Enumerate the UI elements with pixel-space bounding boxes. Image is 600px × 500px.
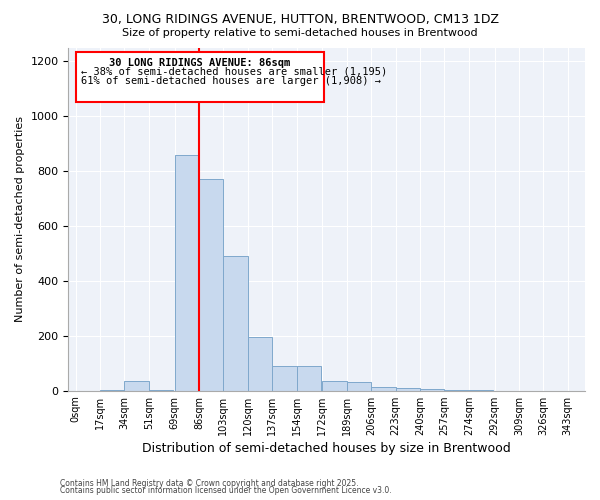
Y-axis label: Number of semi-detached properties: Number of semi-detached properties (15, 116, 25, 322)
Text: 30, LONG RIDINGS AVENUE, HUTTON, BRENTWOOD, CM13 1DZ: 30, LONG RIDINGS AVENUE, HUTTON, BRENTWO… (101, 12, 499, 26)
Bar (296, 366, 321, 390)
Text: 61% of semi-detached houses are larger (1,908) →: 61% of semi-detached houses are larger (… (82, 76, 382, 86)
Bar (175, 154, 199, 390)
Bar (322, 381, 347, 390)
Text: Contains HM Land Registry data © Crown copyright and database right 2025.: Contains HM Land Registry data © Crown c… (60, 478, 359, 488)
Bar (272, 366, 296, 390)
Bar (347, 382, 371, 390)
Bar (223, 256, 248, 390)
X-axis label: Distribution of semi-detached houses by size in Brentwood: Distribution of semi-detached houses by … (142, 442, 511, 455)
Bar (248, 337, 272, 390)
Bar (371, 386, 395, 390)
Text: Size of property relative to semi-detached houses in Brentwood: Size of property relative to semi-detach… (122, 28, 478, 38)
Text: ← 38% of semi-detached houses are smaller (1,195): ← 38% of semi-detached houses are smalle… (82, 66, 388, 76)
FancyBboxPatch shape (76, 52, 324, 102)
Bar (395, 388, 420, 390)
Text: 30 LONG RIDINGS AVENUE: 86sqm: 30 LONG RIDINGS AVENUE: 86sqm (109, 58, 290, 68)
Bar (124, 381, 149, 390)
Text: Contains public sector information licensed under the Open Government Licence v3: Contains public sector information licen… (60, 486, 392, 495)
Bar (199, 180, 223, 390)
